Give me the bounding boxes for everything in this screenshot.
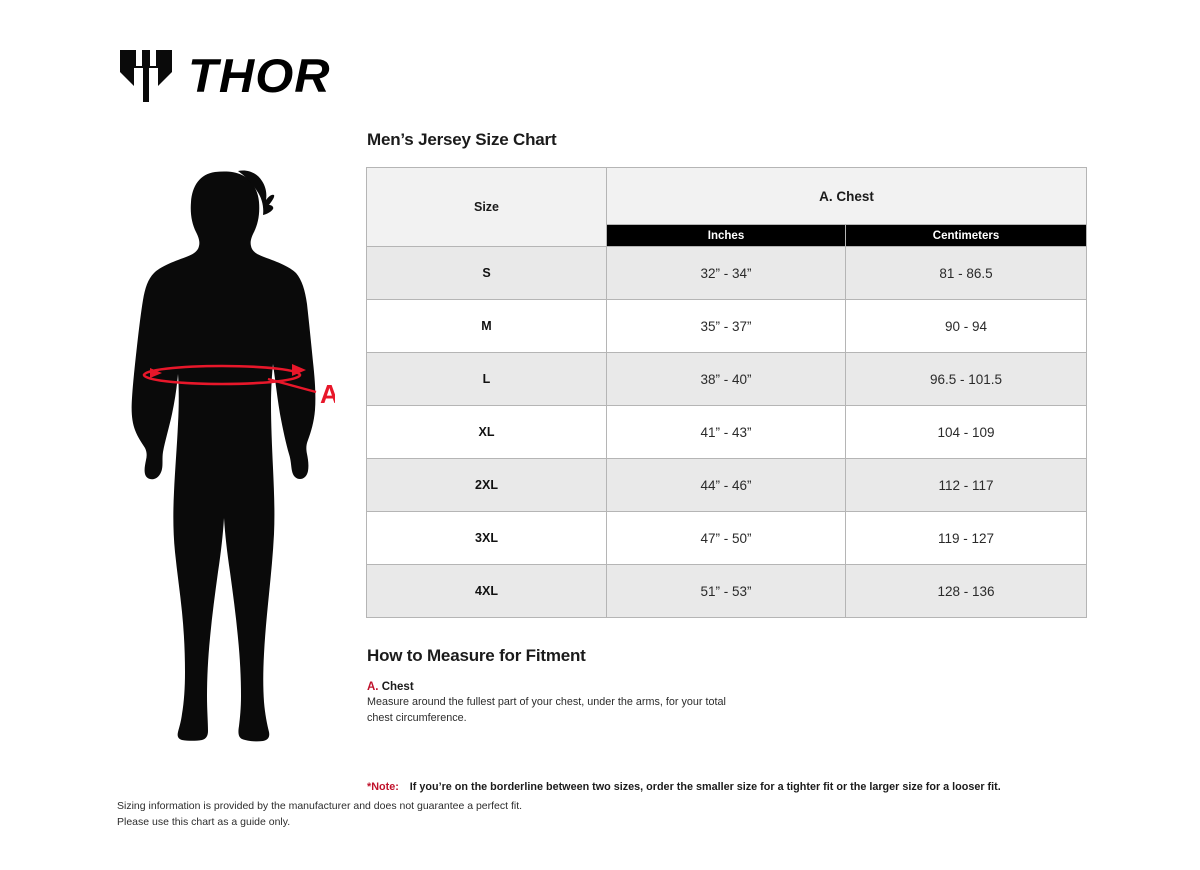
measure-heading: A. Chest bbox=[367, 681, 1088, 693]
cell-centimeters: 90 - 94 bbox=[844, 299, 1088, 353]
cell-inches: 51” - 53” bbox=[606, 564, 846, 618]
table-row: M 35” - 37” 90 - 94 bbox=[366, 299, 1088, 353]
table-row: 3XL 47” - 50” 119 - 127 bbox=[366, 511, 1088, 565]
cell-centimeters: 104 - 109 bbox=[844, 405, 1088, 459]
cell-size: 3XL bbox=[366, 511, 607, 565]
content-column: Men’s Jersey Size Chart Size A. Chest In… bbox=[366, 130, 1088, 793]
footer-disclaimer: Sizing information is provided by the ma… bbox=[117, 798, 522, 831]
cell-size: S bbox=[366, 246, 607, 300]
male-body-silhouette bbox=[131, 170, 316, 742]
measure-letter: A. bbox=[367, 681, 379, 693]
cell-size: 2XL bbox=[366, 458, 607, 512]
cell-centimeters: 119 - 127 bbox=[844, 511, 1088, 565]
column-header-size: Size bbox=[366, 167, 607, 247]
cell-inches: 47” - 50” bbox=[606, 511, 846, 565]
column-header-inches: Inches bbox=[606, 224, 846, 247]
table-row: S 32” - 34” 81 - 86.5 bbox=[366, 246, 1088, 300]
measure-name: Chest bbox=[381, 681, 414, 693]
chest-measure-arrow bbox=[142, 364, 317, 394]
note-text: If you’re on the borderline between two … bbox=[409, 781, 1001, 794]
table-header-row: Size A. Chest bbox=[366, 167, 1088, 247]
table-row: 2XL 44” - 46” 112 - 117 bbox=[366, 458, 1088, 512]
size-chart-table: Size A. Chest Inches Centimeters S 32” -… bbox=[366, 167, 1088, 618]
note-line: *Note: If you’re on the borderline betwee… bbox=[367, 781, 1088, 793]
cell-size: XL bbox=[366, 405, 607, 459]
size-chart-body: S 32” - 34” 81 - 86.5 M 35” - 37” 90 - 9… bbox=[366, 246, 1088, 618]
column-header-centimeters: Centimeters bbox=[844, 224, 1088, 247]
fitment-title: How to Measure for Fitment bbox=[367, 646, 586, 665]
table-row: L 38” - 40” 96.5 - 101.5 bbox=[366, 352, 1088, 406]
footer-line-2: Please use this chart as a guide only. bbox=[117, 816, 291, 829]
cell-centimeters: 81 - 86.5 bbox=[844, 246, 1088, 300]
cell-size: M bbox=[366, 299, 607, 353]
measure-description: Measure around the fullest part of your … bbox=[367, 696, 726, 724]
brand-wordmark: THOR bbox=[188, 48, 331, 102]
cell-centimeters: 112 - 117 bbox=[844, 458, 1088, 512]
cell-inches: 38” - 40” bbox=[606, 352, 846, 406]
thor-hammer-icon bbox=[118, 46, 174, 104]
table-subheader-row: Inches Centimeters bbox=[367, 224, 1088, 247]
body-silhouette-illustration: A bbox=[120, 160, 335, 760]
table-row: 4XL 51” - 53” 128 - 136 bbox=[366, 564, 1088, 618]
cell-centimeters: 128 - 136 bbox=[844, 564, 1088, 618]
fitment-section: How to Measure for Fitment A. Chest Meas… bbox=[367, 646, 1088, 726]
cell-inches: 35” - 37” bbox=[606, 299, 846, 353]
cell-inches: 32” - 34” bbox=[606, 246, 846, 300]
cell-centimeters: 96.5 - 101.5 bbox=[844, 352, 1088, 406]
cell-size: 4XL bbox=[366, 564, 607, 618]
cell-inches: 44” - 46” bbox=[606, 458, 846, 512]
footer-line-1: Sizing information is provided by the ma… bbox=[117, 800, 523, 812]
brand-logo: THOR bbox=[118, 44, 338, 106]
chest-callout-label: A bbox=[320, 379, 335, 409]
column-header-chest-group: A. Chest bbox=[605, 167, 1088, 225]
cell-inches: 41” - 43” bbox=[606, 405, 846, 459]
cell-size: L bbox=[366, 352, 607, 406]
measure-item-chest: A. Chest Measure around the fullest part… bbox=[367, 681, 1088, 726]
page-title: Men’s Jersey Size Chart bbox=[367, 130, 557, 149]
note-label: *Note: bbox=[367, 781, 399, 794]
table-row: XL 41” - 43” 104 - 109 bbox=[366, 405, 1088, 459]
